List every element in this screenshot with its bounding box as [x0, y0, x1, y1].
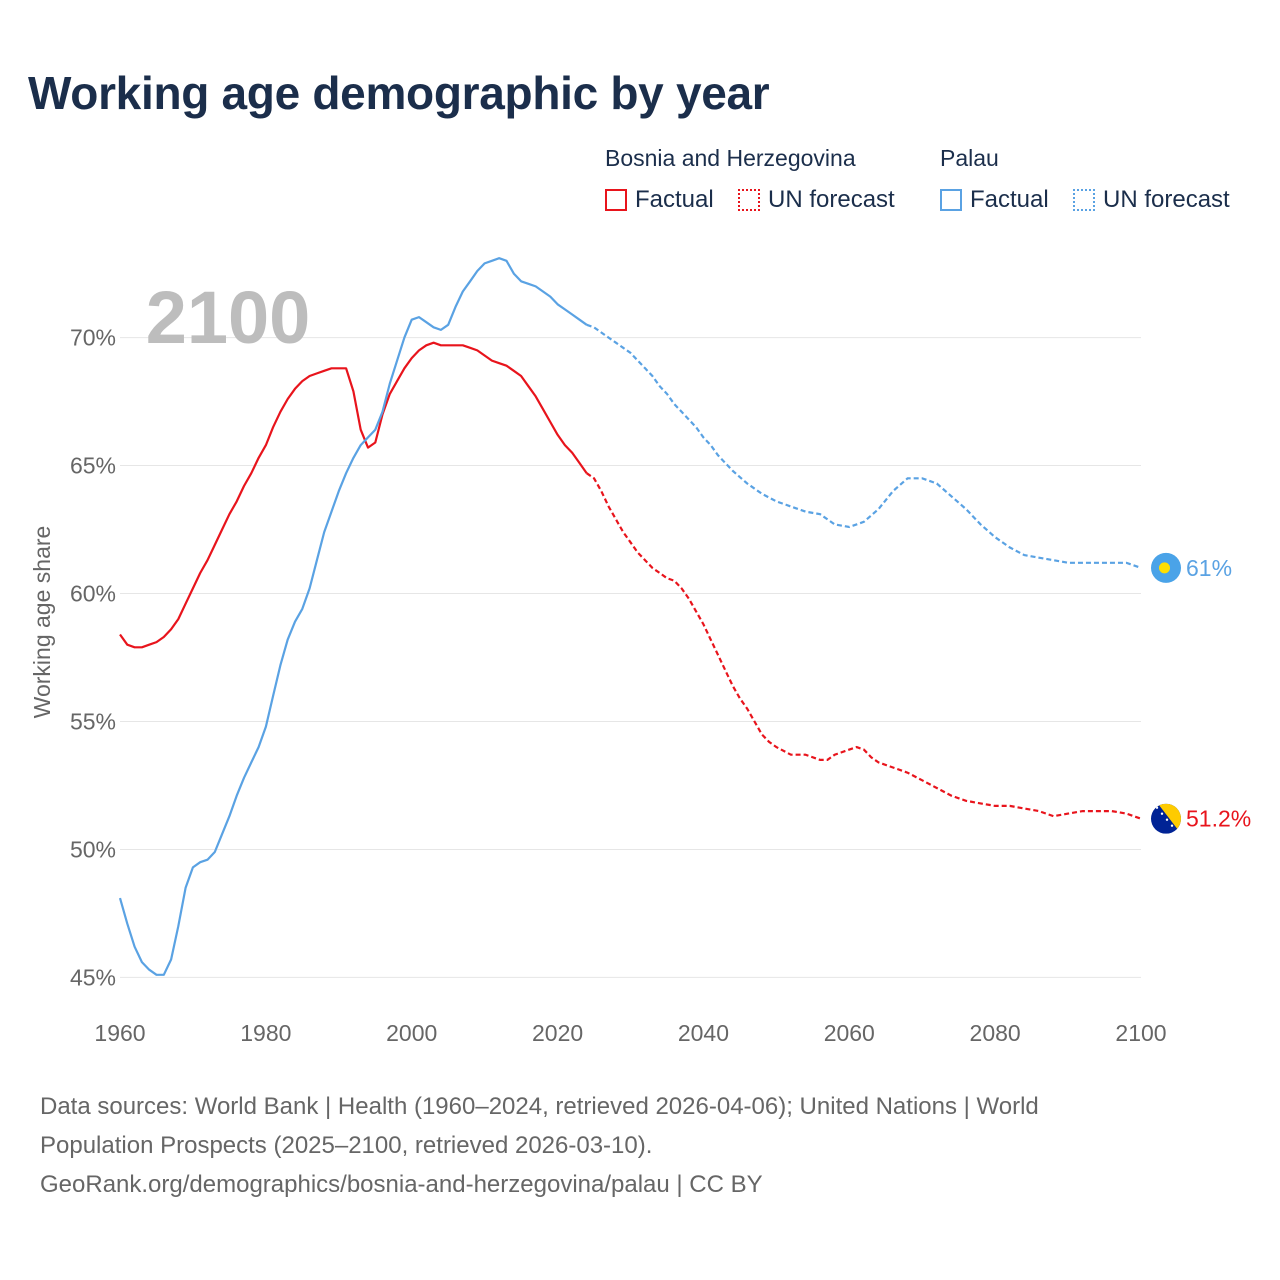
legend-label: UN forecast	[1103, 186, 1230, 213]
bosnia-flag-icon	[1151, 803, 1181, 834]
x-tick-label: 2100	[1115, 1020, 1166, 1046]
bosnia-factual-line[interactable]	[119, 341, 588, 649]
palau-forecast-line[interactable]	[586, 323, 1142, 569]
x-tick-label: 1960	[94, 1020, 145, 1046]
footer-sources-line-2: Population Prospects (2025–2100, retriev…	[40, 1132, 653, 1159]
y-tick-label: 65%	[70, 453, 116, 479]
footer-sources-line-1: Data sources: World Bank | Health (1960–…	[40, 1093, 1039, 1120]
x-tick-label: 2040	[678, 1020, 729, 1046]
palau-end-value-label: 61%	[1186, 555, 1232, 581]
legend-swatch-solid	[605, 189, 627, 211]
palau-flag-disc	[1159, 562, 1170, 574]
x-tick-label: 2080	[970, 1020, 1021, 1046]
legend-label: UN forecast	[768, 186, 895, 213]
palau-factual-line[interactable]	[118, 257, 588, 976]
x-tick-label: 1980	[240, 1020, 291, 1046]
y-axis-ticks: 45% 50% 55% 60% 65% 70%	[70, 325, 116, 991]
legend-item-palau-factual[interactable]: Factual	[940, 186, 1049, 214]
y-tick-label: 55%	[70, 708, 116, 734]
legend-swatch-solid	[940, 189, 962, 211]
bosnia-forecast-line[interactable]	[586, 472, 1142, 820]
legend-swatch-dotted	[1073, 189, 1095, 211]
legend-label: Factual	[635, 186, 714, 213]
legend-label: Factual	[970, 186, 1049, 213]
bosnia-end-value-label: 51.2%	[1186, 806, 1251, 832]
footer: Data sources: World Bank | Health (1960–…	[40, 1087, 1240, 1204]
bosnia-flag-star	[1165, 818, 1169, 821]
legend-item-palau-forecast[interactable]: UN forecast	[1073, 186, 1230, 214]
end-markers: 51.2% 61%	[1151, 552, 1251, 834]
y-tick-label: 70%	[70, 325, 116, 351]
bosnia-flag-star	[1170, 824, 1174, 827]
footer-url[interactable]: GeoRank.org/demographics/bosnia-and-herz…	[40, 1171, 763, 1198]
x-tick-label: 2060	[824, 1020, 875, 1046]
x-tick-label: 2020	[532, 1020, 583, 1046]
series-lines	[118, 257, 1142, 976]
bosnia-flag-star	[1155, 806, 1159, 809]
chart-title: Working age demographic by year	[28, 67, 770, 119]
x-tick-label: 2000	[386, 1020, 437, 1046]
legend-swatch-dotted	[738, 189, 760, 211]
line-chart: 2100 45% 50% 55% 60% 65% 70% 1960 1980 2000 2020…	[29, 257, 1251, 1046]
y-tick-label: 60%	[70, 581, 116, 607]
bosnia-flag-star	[1160, 812, 1164, 815]
legend-item-bosnia-forecast[interactable]: UN forecast	[738, 186, 895, 214]
y-axis-label: Working age share	[29, 526, 55, 719]
legend-group-palau: Palau	[940, 145, 999, 171]
x-axis-ticks: 1960 1980 2000 2020 2040 2060 2080 2100	[94, 1020, 1166, 1046]
bosnia-flag-triangle	[1158, 803, 1181, 834]
legend-item-bosnia-factual[interactable]: Factual	[605, 186, 714, 214]
gridlines	[120, 337, 1141, 978]
y-tick-label: 45%	[70, 964, 116, 990]
y-tick-label: 50%	[70, 836, 116, 862]
year-watermark: 2100	[146, 276, 311, 359]
bosnia-flag-star	[1175, 830, 1179, 833]
legend-group-bosnia: Bosnia and Herzegovina	[605, 145, 856, 171]
